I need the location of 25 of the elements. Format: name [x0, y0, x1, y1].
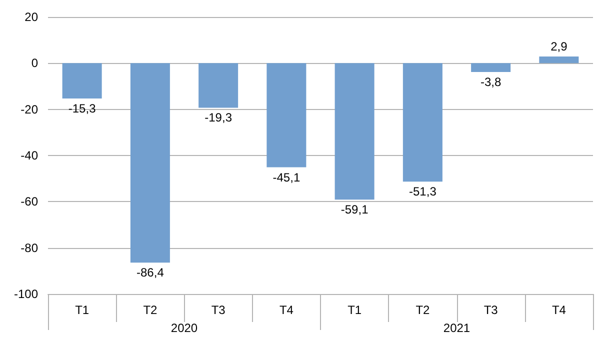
y-tick-label: 20: [24, 10, 38, 24]
x-tick-label: T1: [348, 303, 362, 317]
x-tick-label: T4: [279, 303, 294, 317]
y-tick-label: -40: [20, 148, 38, 162]
y-tick-label: -80: [20, 240, 38, 255]
x-tick-label: T3: [211, 303, 226, 317]
data-label: -51,3: [409, 184, 437, 199]
data-label: -59,1: [340, 202, 369, 217]
x-tick-label: T3: [484, 303, 498, 317]
text: 2020: [170, 321, 198, 335]
data-label: -15,3: [68, 101, 96, 116]
data-label: -86,4: [136, 266, 164, 280]
data-label: -45,1: [272, 170, 300, 184]
text: 2021: [443, 321, 470, 335]
y-tick-label: 0: [31, 56, 38, 70]
y-tick-label: -20: [20, 102, 38, 116]
y-tick-label: -60: [20, 194, 38, 209]
data-label: -19,3: [204, 110, 232, 125]
x-tick-label: T4: [552, 303, 566, 317]
data-label: -3,8: [480, 74, 502, 89]
x-tick-label: T2: [143, 303, 158, 317]
data-label: 2,9: [550, 39, 568, 54]
x-tick-label: T2: [416, 303, 430, 317]
y-tick-label: -100: [14, 287, 38, 301]
x-tick-label: T1: [75, 303, 90, 317]
